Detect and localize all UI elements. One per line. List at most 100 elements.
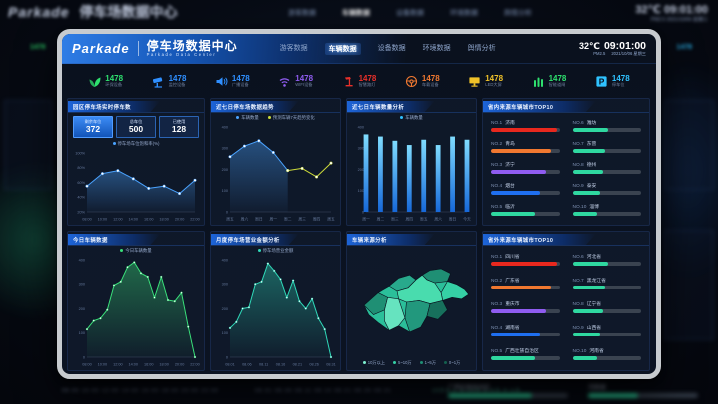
svg-text:08.11: 08.11 [259,363,268,367]
page-title: 停车场数据中心 [146,38,238,53]
camera-icon [152,76,162,88]
svg-text:14:00: 14:00 [129,218,139,222]
tab-2[interactable]: 设备数据 [377,44,406,52]
background-axis-times: 08:00 10:00 12:00 14:00 16:00 18:00 20:0… [62,388,219,394]
brand: Parkade 停车场数据中心 Parkade Data Center [72,40,238,58]
svg-text:200: 200 [79,307,85,311]
svg-text:周五: 周五 [420,217,428,222]
svg-text:400: 400 [79,258,85,262]
rank-row-7: NO.7 黑龙江省 [572,271,641,294]
svg-text:400: 400 [358,125,364,129]
stat-used[interactable]: 已使用 128 [159,116,199,138]
svg-text:0: 0 [226,210,228,214]
chart-legend: 今日车辆数量 [68,246,204,255]
svg-text:周六: 周六 [434,217,442,222]
svg-text:08:00: 08:00 [82,363,92,367]
rank-row-9: NO.9 泰安 [572,178,641,199]
panel-title: 省外来源车辆城市TOP10 [483,234,596,245]
tab-3[interactable]: 环境数据 [422,44,451,52]
svg-text:今天: 今天 [463,217,471,222]
svg-text:0: 0 [226,355,228,359]
svg-text:周一: 周一 [269,217,277,222]
panel-vehicle-count: 近七日车辆数量分析 车辆数量 400 300 200 100 0 周一 周二 周三 周四 周五 周六… [346,98,477,226]
background-map-legend: 10万以上 5~10万 1~5万 0~1万 [432,388,521,394]
svg-text:22:00: 22:00 [190,363,200,367]
month-revenue-area-chart: 400 300 200 100 0 08.01 08.06 08.11 08.16 08.21 08… [213,255,338,367]
kpi-6: 1478 LED大屏 [468,74,503,88]
panel-month-revenue: 月度停车场营业金额分析 停车场营业金额 400 300 200 100 0 08.01 08… [210,231,341,371]
dashboard-header: Parkade 停车场数据中心 Parkade Data Center 游客数据… [62,34,656,64]
kpi-7: 1478 智能道闸 [532,74,566,88]
wifi-icon [279,77,290,87]
svg-text:18:00: 18:00 [159,363,169,367]
rank-row-10: NO.10 河南省 [572,342,641,365]
chart-legend: 停车场车位饱和率(%) [68,139,204,148]
svg-text:22:00: 22:00 [190,218,200,222]
today-flow-area-chart: 400 300 200 100 0 08:00 10:00 12:00 14:00 16:00 18… [70,255,202,367]
svg-text:08:00: 08:00 [82,218,92,222]
svg-text:60%: 60% [77,181,85,185]
parkade-logo: Parkade [72,40,130,56]
shandong-map [347,246,476,358]
svg-text:08.21: 08.21 [293,363,303,367]
panel-realtime-parking: 园区停车场实时停车数 剩余车位 372 总车位 500 已使用 128 [67,98,205,226]
background-panel [664,100,714,190]
rank-row-3: NO.3 济宁 [491,157,560,178]
svg-text:周日: 周日 [255,217,263,222]
panel-title: 月度停车场营业金额分析 [211,234,299,245]
svg-text:400: 400 [222,125,228,129]
rank-row-2: NO.2 广东省 [491,271,560,294]
panel-vehicle-source-map: 车辆来源分析 [346,231,477,371]
svg-text:300: 300 [358,147,364,151]
map-legend: 10万以上 5~10万 1~5万 0~1万 [347,358,476,367]
week-trend-line-chart: 400 300 200 100 0 周五 周六 周日 周一 周二 周三 周四 周五 [213,122,338,222]
svg-text:周五: 周五 [327,217,335,222]
barrier-icon [533,77,543,87]
background-kpi-value: 1478 [30,44,46,51]
background-rank-row: 河南省 [588,382,698,398]
svg-text:10:00: 10:00 [98,218,108,222]
tab-1[interactable]: 车辆数据 [324,42,361,55]
svg-text:周二: 周二 [377,217,385,222]
led-icon [469,76,480,87]
rank-row-6: NO.6 潍坊 [572,115,641,136]
svg-text:周二: 周二 [284,217,292,222]
date: 2021/10/06 星期三 [611,51,646,57]
svg-text:0: 0 [362,210,364,214]
tab-0[interactable]: 游客数据 [279,44,308,52]
svg-text:100: 100 [79,331,85,335]
rank-row-1: NO.1 四川省 [491,248,560,271]
svg-text:08.16: 08.16 [276,363,286,367]
background-nav: 游客数据 车辆数据 设备数据 环境数据 舆情分析 [288,10,532,17]
background-logo: Parkade 停车场数据中心 [8,4,178,20]
panel-title: 省内来源车辆城市TOP10 [483,101,596,112]
dashboard: Parkade 停车场数据中心 Parkade Data Center 游客数据… [62,34,656,374]
rank-row-5: NO.5 广西壮族自治区 [491,342,560,365]
svg-text:周三: 周三 [391,217,399,222]
svg-text:周五: 周五 [226,217,234,222]
svg-text:200: 200 [222,307,228,311]
lamp-icon [344,76,353,86]
svg-text:300: 300 [222,283,228,287]
tab-4[interactable]: 舆情分析 [467,44,496,52]
speaker-icon [216,76,228,86]
steering-icon [405,75,417,87]
panel-rank-in-province: 省内来源车辆城市TOP10 NO.1 济南 NO.2 青岛 NO.3 济宁 NO.4 烟… [482,98,650,226]
panel-title: 近七日停车场数据趋势 [211,101,299,112]
svg-text:200: 200 [222,168,228,172]
pm-label: PM2.5 [593,51,606,57]
parking-icon: P [596,75,607,87]
nav-tabs: 游客数据 车辆数据 设备数据 环境数据 舆情分析 [279,42,496,55]
divider [137,40,139,56]
rank-row-4: NO.4 烟台 [491,178,560,199]
stat-total[interactable]: 总车位 500 [116,116,156,138]
temperature: 32℃ [579,41,600,52]
kpi-8: P 1478 停车位 [595,74,630,88]
panel-today-flow: 今日车辆数据 今日车辆数量 400 300 200 100 0 08:00 10:00 12:… [67,231,205,371]
stat-remaining[interactable]: 剩余车位 372 [73,116,113,138]
rank-row-4: NO.4 湖南省 [491,318,560,341]
panel-week-trend: 近七日停车场数据趋势 车辆数量 预测车辆7天趋势变化 400 300 200 100 0 周… [210,98,341,226]
background-panel [664,230,714,340]
svg-text:16:00: 16:00 [144,218,154,222]
